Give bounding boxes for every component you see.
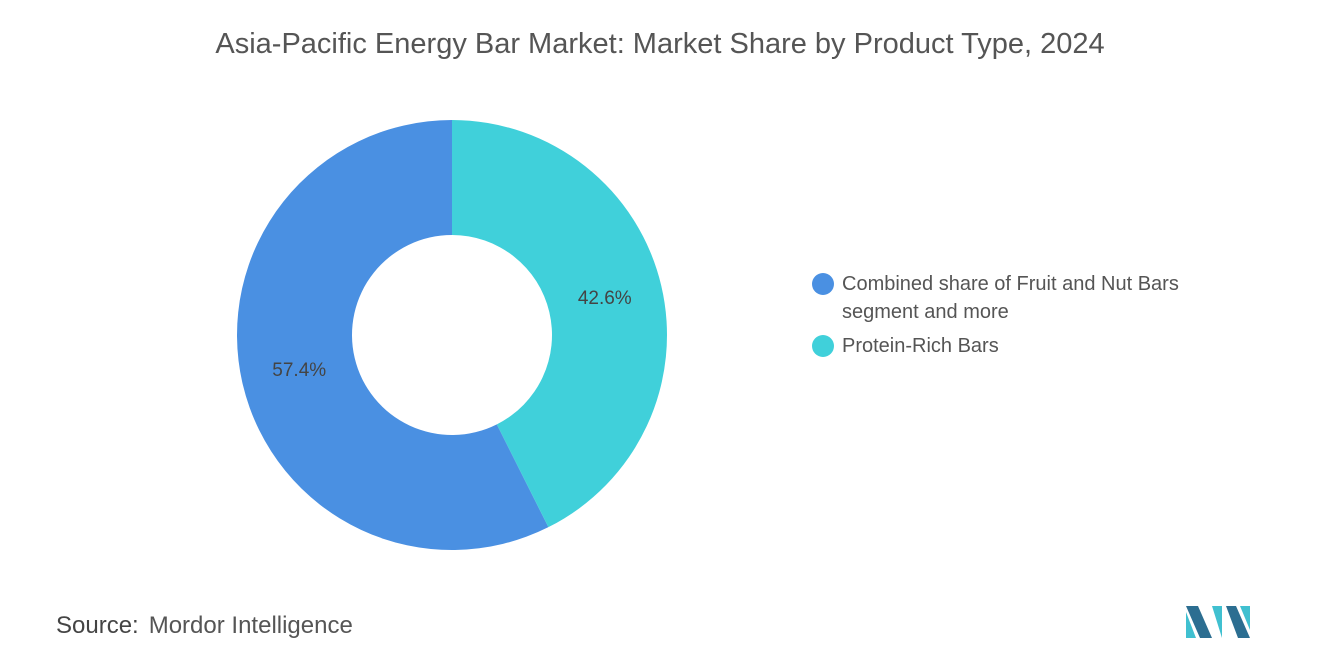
donut-slice — [452, 120, 667, 528]
legend-label: Combined share of Fruit and Nut Bars seg… — [842, 273, 1179, 323]
legend-item: Combined share of Fruit and Nut Bars seg… — [812, 270, 1232, 326]
legend-item: Protein-Rich Bars — [812, 332, 1232, 360]
data-label: 42.6% — [578, 288, 632, 309]
legend: Combined share of Fruit and Nut Bars seg… — [812, 270, 1232, 366]
data-label: 57.4% — [272, 360, 326, 381]
logo — [1186, 606, 1250, 638]
source-text: Mordor Intelligence — [148, 612, 353, 639]
source-label: Source: — [56, 612, 139, 639]
chart-title: Asia-Pacific Energy Bar Market: Market S… — [215, 28, 1105, 60]
legend-swatch — [812, 273, 834, 295]
legend-swatch — [812, 335, 834, 357]
donut-slice — [236, 120, 549, 551]
source: Source: Mordor Intelligence — [56, 612, 353, 640]
legend-label: Protein-Rich Bars — [842, 335, 999, 357]
